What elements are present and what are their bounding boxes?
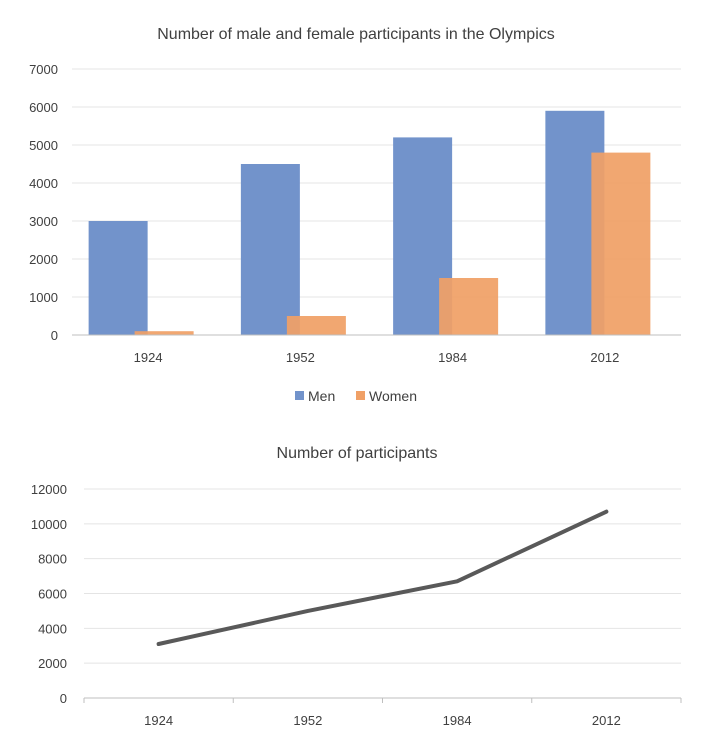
bar-chart-gridlines <box>72 68 681 298</box>
bar-chart-legend: Men Women <box>295 388 417 404</box>
x-tick-label: 2012 <box>590 350 619 365</box>
bar-women-1984 <box>439 278 499 335</box>
line-chart-x-tick-marks <box>83 698 682 703</box>
line-chart: Number of participants 0 2000 4000 6000 8000… <box>31 445 682 728</box>
y-tick-label: 10000 <box>31 517 67 532</box>
bar-chart-title: Number of male and female participants i… <box>157 26 555 43</box>
y-tick-label: 2000 <box>29 252 58 267</box>
bar-men-1924 <box>88 221 148 335</box>
legend-swatch-women <box>356 391 365 400</box>
bar-chart: Number of male and female participants i… <box>29 26 681 404</box>
bar-men-1952 <box>240 164 300 335</box>
bar-women-1952 <box>286 316 346 335</box>
y-tick-label: 2000 <box>38 656 67 671</box>
y-tick-label: 6000 <box>29 100 58 115</box>
y-tick-label: 0 <box>51 328 58 343</box>
line-chart-series <box>156 509 609 647</box>
bar-chart-y-tick-labels: 0 1000 2000 3000 4000 5000 6000 7000 <box>29 62 58 343</box>
x-tick-label: 1952 <box>286 350 315 365</box>
bar-chart-bars <box>88 110 651 335</box>
legend-label-women: Women <box>369 388 417 404</box>
y-tick-label: 1000 <box>29 290 58 305</box>
y-tick-label: 7000 <box>29 62 58 77</box>
y-tick-label: 4000 <box>29 176 58 191</box>
x-tick-label: 1924 <box>144 713 173 728</box>
y-tick-label: 8000 <box>38 552 67 567</box>
y-tick-label: 0 <box>60 691 67 706</box>
line-chart-title: Number of participants <box>277 445 438 462</box>
series-line <box>156 509 609 647</box>
y-tick-label: 3000 <box>29 214 58 229</box>
y-tick-label: 12000 <box>31 482 67 497</box>
y-tick-label: 5000 <box>29 138 58 153</box>
legend-swatch-men <box>295 391 304 400</box>
y-tick-label: 6000 <box>38 587 67 602</box>
x-tick-label: 2012 <box>592 713 621 728</box>
x-tick-label: 1924 <box>134 350 163 365</box>
bar-chart-x-tick-labels: 1924 1952 1984 2012 <box>134 350 620 365</box>
line-chart-x-tick-labels: 1924 1952 1984 2012 <box>144 713 621 728</box>
x-tick-label: 1984 <box>438 350 467 365</box>
y-tick-label: 4000 <box>38 621 67 636</box>
line-chart-y-tick-labels: 0 2000 4000 6000 8000 10000 12000 <box>31 482 67 706</box>
line-chart-gridlines <box>84 488 681 664</box>
x-tick-label: 1984 <box>443 713 472 728</box>
bar-women-2012 <box>591 152 651 335</box>
legend-label-men: Men <box>308 388 335 404</box>
x-tick-label: 1952 <box>293 713 322 728</box>
bar-women-1924 <box>134 331 194 335</box>
